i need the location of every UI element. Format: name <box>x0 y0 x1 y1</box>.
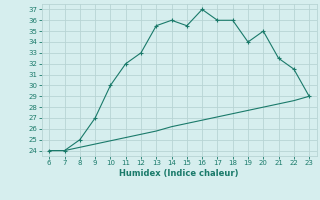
X-axis label: Humidex (Indice chaleur): Humidex (Indice chaleur) <box>119 169 239 178</box>
